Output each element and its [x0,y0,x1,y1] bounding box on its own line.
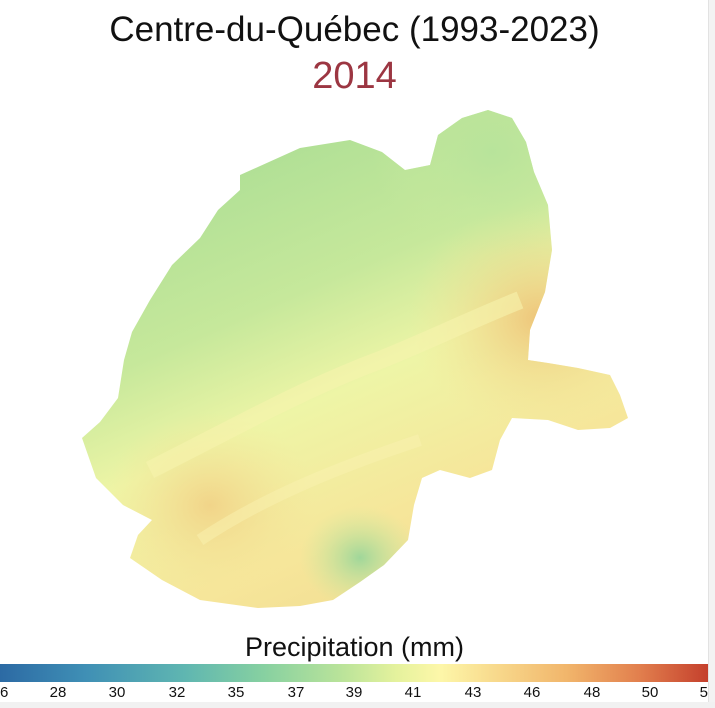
tick-label: 39 [345,684,363,701]
colorbar-ticks: 26 28 30 32 35 37 39 41 43 46 48 50 52 [0,684,715,704]
map-title: Centre-du-Québec (1993-2023) [109,10,600,49]
precipitation-map [82,110,628,608]
tick-label: 32 [168,684,186,701]
legend-title: Precipitation (mm) [244,632,465,662]
tick-label: 46 [523,684,541,701]
tick-label: 26 [0,684,9,701]
tick-label: 43 [464,684,482,701]
tick-label: 35 [227,684,245,701]
tick-label: 30 [108,684,126,701]
window-edge [708,0,715,708]
tick-label: 41 [404,684,422,701]
precipitation-colorbar [0,664,709,682]
tick-label: 37 [287,684,305,701]
tick-label: 50 [641,684,659,701]
year-label: 2014 [312,55,397,97]
tick-label: 48 [583,684,601,701]
window-edge [0,702,715,708]
tick-label: 28 [49,684,67,701]
